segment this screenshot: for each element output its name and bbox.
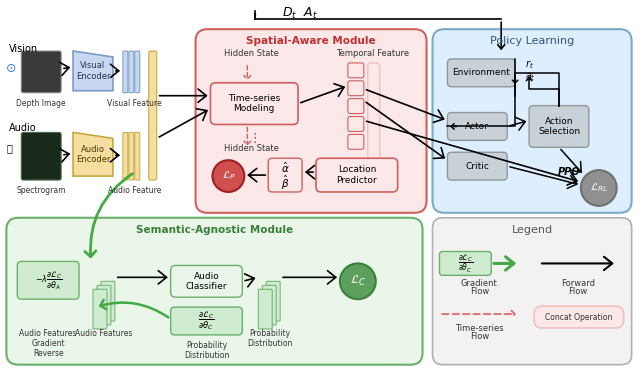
Text: Flow: Flow bbox=[470, 332, 489, 341]
Text: Flow: Flow bbox=[470, 287, 489, 296]
Text: Flow: Flow bbox=[568, 287, 588, 296]
FancyBboxPatch shape bbox=[135, 51, 140, 93]
Text: Probability
Distribution: Probability Distribution bbox=[248, 329, 293, 348]
FancyBboxPatch shape bbox=[268, 158, 302, 192]
Text: 🔊: 🔊 bbox=[6, 143, 12, 153]
FancyBboxPatch shape bbox=[447, 152, 507, 180]
FancyBboxPatch shape bbox=[433, 29, 632, 213]
FancyBboxPatch shape bbox=[259, 289, 272, 329]
FancyBboxPatch shape bbox=[440, 252, 492, 275]
Text: $\mathcal{L}_C$: $\mathcal{L}_C$ bbox=[350, 274, 366, 288]
FancyBboxPatch shape bbox=[129, 51, 134, 93]
Text: Action
Selection: Action Selection bbox=[538, 117, 580, 136]
Text: Critic: Critic bbox=[465, 162, 489, 171]
Text: Visual Feature: Visual Feature bbox=[108, 99, 162, 108]
FancyBboxPatch shape bbox=[447, 59, 515, 87]
FancyBboxPatch shape bbox=[368, 63, 380, 162]
Polygon shape bbox=[73, 51, 113, 91]
Text: Audio
Encoder: Audio Encoder bbox=[76, 144, 110, 164]
Circle shape bbox=[340, 263, 376, 299]
Text: $\hat{\beta}$: $\hat{\beta}$ bbox=[281, 174, 289, 192]
FancyBboxPatch shape bbox=[534, 306, 623, 328]
Text: Semantic-Agnostic Module: Semantic-Agnostic Module bbox=[136, 225, 293, 235]
Text: Time-series
Modeling: Time-series Modeling bbox=[228, 94, 280, 113]
Text: $\dfrac{\partial\mathcal{L}_C}{\partial\theta_C}$: $\dfrac{\partial\mathcal{L}_C}{\partial\… bbox=[458, 252, 473, 274]
Text: $\mathcal{L}_P$: $\mathcal{L}_P$ bbox=[221, 170, 236, 183]
FancyBboxPatch shape bbox=[129, 132, 134, 180]
Text: Hidden State: Hidden State bbox=[225, 144, 279, 153]
Text: Gradient: Gradient bbox=[461, 279, 498, 288]
Text: PPO: PPO bbox=[557, 167, 580, 177]
Text: $\dfrac{\partial\mathcal{L}_C}{\partial\theta_C}$: $\dfrac{\partial\mathcal{L}_C}{\partial\… bbox=[198, 310, 215, 332]
Text: Audio Features: Audio Features bbox=[76, 329, 132, 338]
FancyBboxPatch shape bbox=[433, 218, 632, 364]
Polygon shape bbox=[73, 132, 113, 176]
FancyBboxPatch shape bbox=[6, 218, 422, 364]
Text: $\hat{\alpha}$: $\hat{\alpha}$ bbox=[281, 161, 289, 175]
FancyBboxPatch shape bbox=[447, 112, 507, 140]
FancyBboxPatch shape bbox=[348, 63, 364, 78]
Circle shape bbox=[581, 170, 617, 206]
Text: $a_t$: $a_t$ bbox=[525, 71, 536, 83]
Text: Depth Image: Depth Image bbox=[17, 99, 66, 108]
Text: Audio Feature: Audio Feature bbox=[108, 186, 161, 195]
Text: Audio
Classifier: Audio Classifier bbox=[186, 272, 227, 291]
Text: Spatial-Aware Module: Spatial-Aware Module bbox=[246, 36, 376, 46]
Text: Visual
Encoder: Visual Encoder bbox=[76, 61, 110, 81]
Text: Vision: Vision bbox=[10, 44, 38, 54]
Text: Probability
Distribution: Probability Distribution bbox=[184, 341, 229, 360]
Text: Location
Predictor: Location Predictor bbox=[337, 165, 377, 185]
Text: Forward: Forward bbox=[561, 279, 595, 288]
Text: Concat Operation: Concat Operation bbox=[545, 312, 612, 321]
Text: Legend: Legend bbox=[511, 225, 552, 235]
Text: Environment: Environment bbox=[452, 68, 510, 77]
Text: $D_t\ \ A_t$: $D_t\ \ A_t$ bbox=[282, 6, 318, 21]
FancyBboxPatch shape bbox=[266, 281, 280, 321]
Text: ⊙: ⊙ bbox=[6, 62, 17, 75]
Text: Actor: Actor bbox=[465, 122, 489, 131]
FancyBboxPatch shape bbox=[316, 158, 397, 192]
FancyBboxPatch shape bbox=[97, 285, 111, 325]
FancyBboxPatch shape bbox=[101, 281, 115, 321]
FancyBboxPatch shape bbox=[171, 307, 243, 335]
Text: $\mathcal{L}_{RL}$: $\mathcal{L}_{RL}$ bbox=[590, 182, 608, 194]
Text: Hidden State: Hidden State bbox=[225, 48, 279, 57]
FancyBboxPatch shape bbox=[348, 99, 364, 114]
Text: ⋮: ⋮ bbox=[248, 132, 260, 146]
FancyBboxPatch shape bbox=[348, 134, 364, 149]
FancyBboxPatch shape bbox=[211, 83, 298, 124]
Text: Time-series: Time-series bbox=[455, 324, 504, 333]
Text: Audio Features: Audio Features bbox=[19, 329, 77, 338]
FancyBboxPatch shape bbox=[93, 289, 107, 329]
FancyBboxPatch shape bbox=[123, 51, 128, 93]
FancyBboxPatch shape bbox=[262, 285, 276, 325]
FancyBboxPatch shape bbox=[21, 132, 61, 180]
Text: Gradient
Reverse: Gradient Reverse bbox=[31, 339, 65, 358]
FancyBboxPatch shape bbox=[135, 132, 140, 180]
FancyBboxPatch shape bbox=[123, 132, 128, 180]
Text: Temporal Feature: Temporal Feature bbox=[336, 48, 409, 57]
FancyBboxPatch shape bbox=[21, 51, 61, 93]
FancyBboxPatch shape bbox=[196, 29, 426, 213]
FancyBboxPatch shape bbox=[17, 261, 79, 299]
Text: Audio: Audio bbox=[10, 123, 37, 134]
FancyBboxPatch shape bbox=[348, 81, 364, 96]
Text: Spectrogram: Spectrogram bbox=[17, 186, 66, 195]
FancyBboxPatch shape bbox=[171, 266, 243, 297]
FancyBboxPatch shape bbox=[148, 51, 157, 180]
Circle shape bbox=[212, 160, 244, 192]
Text: $r_t$: $r_t$ bbox=[525, 58, 534, 71]
FancyBboxPatch shape bbox=[529, 106, 589, 147]
Text: $-\lambda\dfrac{\partial\mathcal{L}_C}{\partial\theta_A}$: $-\lambda\dfrac{\partial\mathcal{L}_C}{\… bbox=[35, 269, 62, 292]
FancyBboxPatch shape bbox=[348, 117, 364, 131]
Text: Policy Learning: Policy Learning bbox=[490, 36, 574, 46]
